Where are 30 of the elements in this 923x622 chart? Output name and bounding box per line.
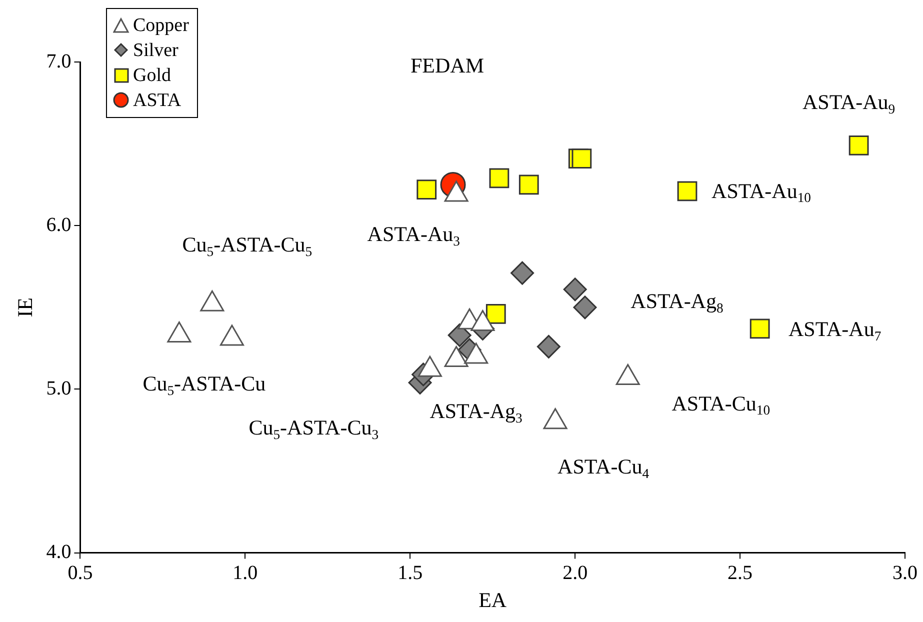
point [510,261,534,285]
point [518,174,539,195]
y-axis-title: IE [13,297,38,318]
point [536,334,560,358]
y-tick-label: 6.0 [46,214,72,236]
point [448,323,472,347]
point [489,168,510,188]
point [677,181,698,202]
point [572,148,592,168]
legend-label: Gold [133,64,171,88]
x-tick-label: 3.0 [892,562,918,584]
point [573,296,597,320]
legend-label: Silver [133,39,178,63]
point [563,278,587,302]
legend-label: Copper [133,14,189,38]
y-tick-label: 5.0 [46,377,72,400]
x-tick-label: 0.5 [68,562,93,584]
chart-title: FEDAM [410,54,484,78]
x-tick-label: 2.5 [728,562,753,584]
x-axis-title: EA [478,588,508,612]
point [848,135,869,156]
point [486,304,506,324]
x-tick-label: 1.0 [232,562,258,584]
legend-label: ASTA [133,89,182,113]
x-tick-label: 1.5 [398,562,423,584]
y-tick-label: 4.0 [46,541,72,564]
point [416,180,437,200]
point [750,318,770,339]
y-tick-label: 7.0 [46,50,72,72]
x-tick-label: 2.0 [562,562,588,584]
